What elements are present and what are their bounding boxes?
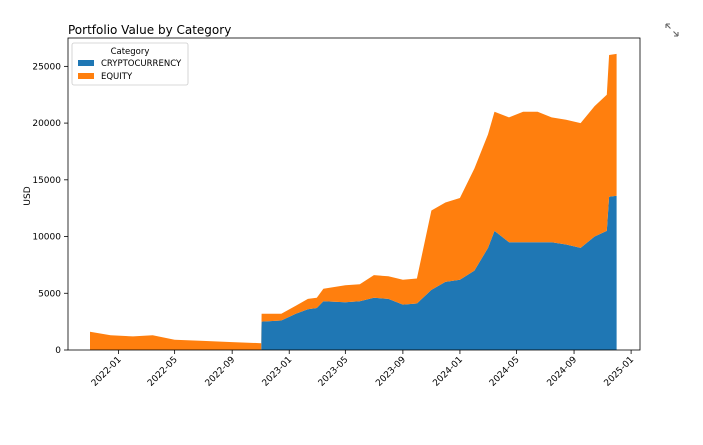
x-tick-label: 2025-01 (603, 355, 637, 389)
legend-swatch-cryptocurrency (78, 60, 94, 66)
x-tick-label: 2022-05 (146, 355, 180, 389)
x-tick-label: 2024-09 (546, 355, 580, 389)
y-tick-label: 5000 (38, 289, 61, 299)
expand-arrows-icon[interactable] (664, 22, 680, 38)
area-series-cryptocurrency (89, 195, 617, 350)
x-tick-label: 2022-09 (204, 355, 238, 389)
y-tick-label: 20000 (32, 119, 61, 129)
y-axis-ticks: 0 5000 10000 15000 20000 25000 (32, 62, 68, 356)
legend-label-equity: EQUITY (101, 72, 133, 82)
legend-label-cryptocurrency: CRYPTOCURRENCY (101, 59, 182, 69)
x-tick-label: 2023-01 (261, 355, 295, 389)
x-tick-label: 2022-01 (90, 355, 124, 389)
area-layer (89, 53, 617, 351)
x-tick-label: 2023-05 (317, 355, 351, 389)
y-tick-label: 0 (55, 346, 61, 356)
legend: Category CRYPTOCURRENCY EQUITY (71, 42, 189, 86)
y-tick-label: 15000 (32, 176, 61, 186)
legend-title: Category (111, 47, 150, 57)
y-tick-label: 25000 (32, 62, 61, 72)
x-tick-label: 2023-09 (374, 355, 408, 389)
axes (67, 37, 641, 351)
area-series-equity (90, 53, 617, 351)
x-tick-label: 2024-01 (431, 355, 465, 389)
plot-frame (67, 37, 641, 351)
y-tick-label: 10000 (32, 233, 61, 243)
chart-title: Portfolio Value by Category (68, 23, 231, 37)
y-axis-label: USD (23, 186, 33, 205)
legend-swatch-equity (78, 73, 94, 79)
x-axis-ticks: 2022-01 2022-05 2022-09 2023-01 2023-05 2023-… (90, 350, 636, 389)
legend-frame (71, 42, 189, 86)
x-tick-label: 2024-05 (488, 355, 522, 389)
